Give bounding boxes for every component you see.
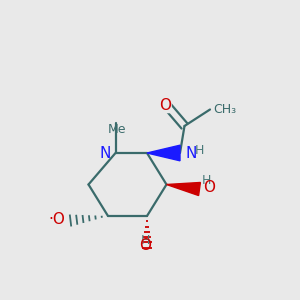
Text: ·O: ·O (48, 212, 65, 226)
Text: N: N (100, 146, 111, 160)
Text: N: N (185, 146, 197, 160)
Text: H: H (141, 233, 150, 247)
Text: O: O (159, 98, 171, 112)
Text: H: H (202, 173, 211, 187)
Text: O: O (140, 238, 152, 253)
Polygon shape (167, 182, 200, 196)
Text: H: H (194, 143, 204, 157)
Polygon shape (147, 145, 180, 161)
Text: CH₃: CH₃ (214, 103, 237, 116)
Text: O: O (203, 180, 215, 195)
Text: Me: Me (108, 123, 126, 136)
